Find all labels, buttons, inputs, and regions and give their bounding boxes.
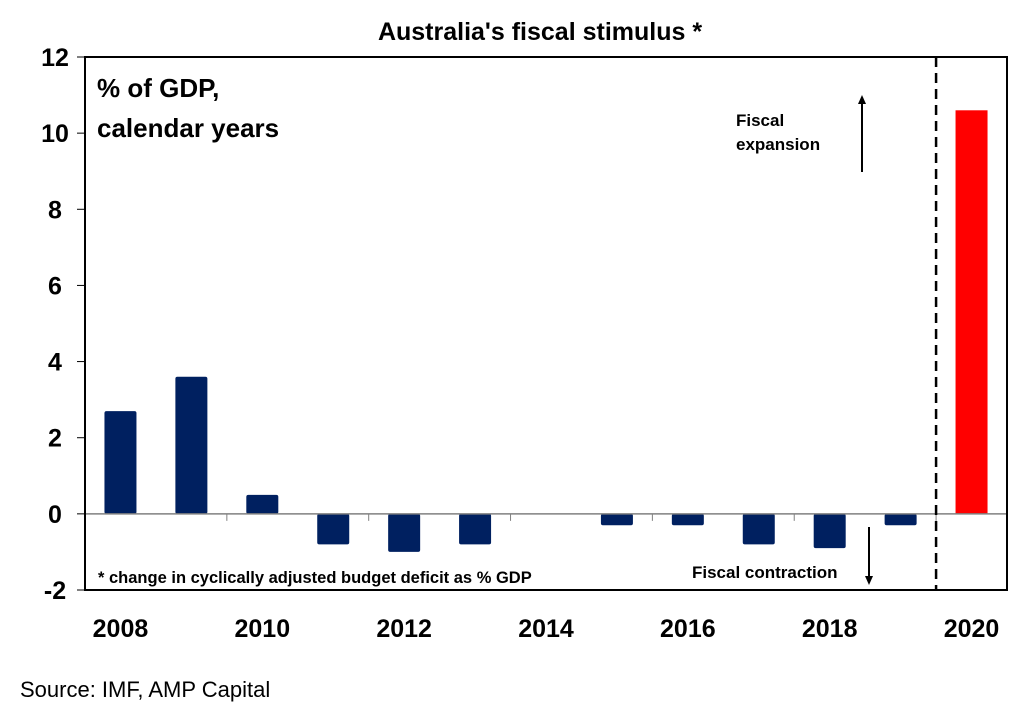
bar-2012	[388, 513, 421, 552]
chart-title: Australia's fiscal stimulus *	[378, 18, 702, 46]
bar-2013	[459, 513, 492, 545]
expansion-label-line2: expansion	[736, 135, 820, 154]
x-tick-label: 2018	[802, 615, 858, 643]
y-tick-label: -2	[44, 577, 66, 605]
x-tick-label: 2012	[376, 615, 432, 643]
contraction-arrow-icon	[865, 527, 873, 585]
y-tick-label: 4	[48, 349, 62, 377]
expansion-arrow-icon	[858, 95, 866, 172]
x-tick-label: 2016	[660, 615, 716, 643]
y-tick-label: 12	[41, 44, 69, 72]
bar-2016	[671, 513, 704, 526]
bar-2018	[813, 513, 846, 549]
bar-2008	[104, 411, 137, 514]
bar-2010	[246, 494, 279, 514]
y-axis-label-line1: % of GDP,	[97, 73, 219, 103]
bar-2017	[742, 513, 775, 545]
y-tick-label: 10	[41, 120, 69, 148]
expansion-label-line1: Fiscal	[736, 111, 784, 130]
bar-2019	[884, 513, 917, 526]
contraction-label: Fiscal contraction	[692, 563, 837, 582]
source-note: Source: IMF, AMP Capital	[20, 677, 270, 702]
bar-2011	[317, 513, 350, 545]
x-tick-label: 2020	[944, 615, 1000, 643]
y-tick-label: 2	[48, 425, 62, 453]
plot-frame	[84, 56, 1008, 591]
bar-2015	[600, 513, 633, 526]
footnote: * change in cyclically adjusted budget d…	[98, 569, 532, 587]
bar-2020	[955, 110, 988, 514]
x-tick-label: 2008	[93, 615, 149, 643]
bar-2009	[175, 376, 208, 514]
y-tick-label: 6	[48, 272, 62, 300]
y-axis-label-line2: calendar years	[97, 113, 279, 143]
x-tick-label: 2010	[234, 615, 290, 643]
x-tick-label: 2014	[518, 615, 574, 643]
y-tick-label: 8	[48, 196, 62, 224]
y-tick-label: 0	[48, 501, 62, 529]
